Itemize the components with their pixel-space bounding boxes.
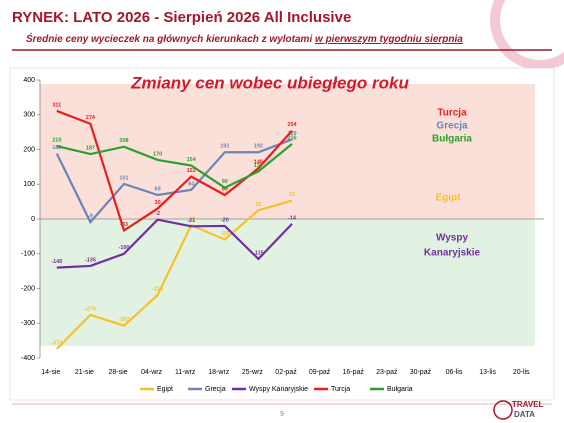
legend-label: Bułgaria bbox=[387, 386, 413, 393]
data-label: -115 bbox=[253, 250, 264, 256]
data-label: -100 bbox=[118, 245, 129, 251]
x-tick-label: 11-wrz bbox=[175, 369, 196, 376]
data-label: 146 bbox=[254, 160, 263, 166]
y-tick-label: -200 bbox=[21, 285, 35, 292]
page-number: 9 bbox=[280, 411, 284, 418]
x-tick-label: 04-wrz bbox=[141, 369, 163, 376]
data-label: 311 bbox=[52, 102, 61, 108]
annotation: Wyspy bbox=[436, 233, 468, 244]
annotation: Turcja bbox=[437, 108, 467, 119]
subtitle-part: w pierwszym tygodniu sierpnia bbox=[315, 34, 463, 45]
data-label: 187 bbox=[86, 145, 95, 151]
data-label: 192 bbox=[220, 144, 229, 150]
x-tick-label: 23-paź bbox=[376, 369, 398, 376]
annotation: Grecja bbox=[436, 121, 468, 132]
x-tick-label: 02-paź bbox=[275, 369, 297, 376]
data-label: 84 bbox=[188, 181, 195, 187]
x-tick-label: 21-sie bbox=[75, 369, 94, 376]
data-label: -33 bbox=[120, 222, 128, 228]
chart-title: Zmiany cen wobec ubiegłego roku bbox=[130, 73, 409, 92]
data-label: -14 bbox=[288, 215, 297, 221]
logo-mark bbox=[493, 400, 513, 420]
logo-text: DATA bbox=[514, 410, 535, 419]
data-label: -21 bbox=[187, 218, 195, 224]
y-tick-label: 200 bbox=[23, 146, 35, 153]
y-tick-label: 100 bbox=[23, 181, 35, 188]
x-tick-label: 09-paź bbox=[309, 369, 331, 376]
data-label: 137 bbox=[254, 163, 263, 169]
annotation: Kanaryjskie bbox=[424, 248, 481, 259]
data-label: 229 bbox=[287, 131, 296, 137]
data-label: 188 bbox=[52, 145, 61, 151]
y-tick-label: 400 bbox=[23, 77, 35, 84]
legend-label: Turcja bbox=[331, 386, 350, 393]
subtitle-part: Średnie ceny wycieczek na głównych kieru… bbox=[26, 32, 312, 45]
annotation: Bułgaria bbox=[432, 134, 472, 145]
decoration bbox=[490, 0, 564, 70]
data-label: 254 bbox=[287, 122, 297, 128]
logo-text: TRAVEL bbox=[512, 400, 544, 409]
slide-subtitle: Średnie ceny wycieczek na głównych kieru… bbox=[26, 32, 463, 45]
data-label: 101 bbox=[119, 175, 128, 181]
x-tick-label: 28-sie bbox=[108, 369, 127, 376]
y-tick-label: -300 bbox=[21, 320, 35, 327]
data-label: 154 bbox=[187, 157, 197, 163]
data-label: 69 bbox=[222, 186, 228, 192]
legend-label: Egipt bbox=[157, 386, 173, 393]
annotation: Egipt bbox=[436, 193, 462, 204]
data-label: 216 bbox=[287, 135, 296, 141]
data-label: -219 bbox=[152, 287, 163, 293]
y-tick-label: 0 bbox=[31, 216, 35, 223]
data-label: -9 bbox=[88, 214, 93, 220]
data-label: 210 bbox=[52, 137, 61, 143]
data-label: 30 bbox=[155, 200, 161, 206]
data-label: 274 bbox=[86, 115, 96, 121]
x-tick-label: 20-lis bbox=[513, 369, 530, 376]
data-label: 69 bbox=[155, 186, 161, 192]
x-tick-label: 16-paź bbox=[342, 369, 364, 376]
series-line bbox=[56, 218, 293, 269]
data-label: 192 bbox=[254, 144, 263, 150]
legend-label: Wyspy Kanaryjskie bbox=[249, 386, 308, 393]
data-label: -135 bbox=[85, 257, 96, 263]
x-tick-label: 30-paź bbox=[410, 369, 432, 376]
data-label: -276 bbox=[85, 306, 96, 312]
slide-title: RYNEK: LATO 2026 - Sierpień 2026 All Inc… bbox=[12, 9, 351, 26]
data-label: -59 bbox=[221, 231, 229, 237]
legend-label: Grecja bbox=[205, 386, 226, 393]
plot: -400 -300 -200 -100 0 100 200 300 400 14-sie 21-si… bbox=[21, 77, 544, 393]
x-tick-label: 06-lis bbox=[446, 369, 463, 376]
x-tick-label: 14-sie bbox=[41, 369, 60, 376]
x-tick-label: 13-lis bbox=[479, 369, 496, 376]
data-label: 170 bbox=[153, 151, 162, 157]
positive-band bbox=[40, 84, 535, 219]
x-tick-label: 25-wrz bbox=[242, 369, 264, 376]
y-tick-label: -100 bbox=[21, 251, 35, 258]
x-tick-label: 18-wrz bbox=[208, 369, 230, 376]
data-label: 122 bbox=[187, 168, 196, 174]
data-label: -2 bbox=[155, 211, 160, 217]
data-label: -18 bbox=[187, 217, 195, 223]
data-label: 25 bbox=[255, 202, 261, 208]
data-label: 208 bbox=[119, 138, 128, 144]
data-label: -140 bbox=[51, 259, 62, 265]
data-label: 90 bbox=[222, 179, 228, 185]
data-label: 53 bbox=[289, 192, 295, 198]
series-line bbox=[56, 143, 293, 189]
series-line bbox=[56, 199, 293, 350]
y-tick-label: -400 bbox=[21, 355, 35, 362]
data-label: -374 bbox=[51, 340, 63, 346]
y-tick-label: 300 bbox=[23, 112, 35, 119]
data-label: -20 bbox=[221, 217, 229, 223]
series-line bbox=[56, 109, 293, 233]
data-label: -307 bbox=[118, 317, 129, 323]
